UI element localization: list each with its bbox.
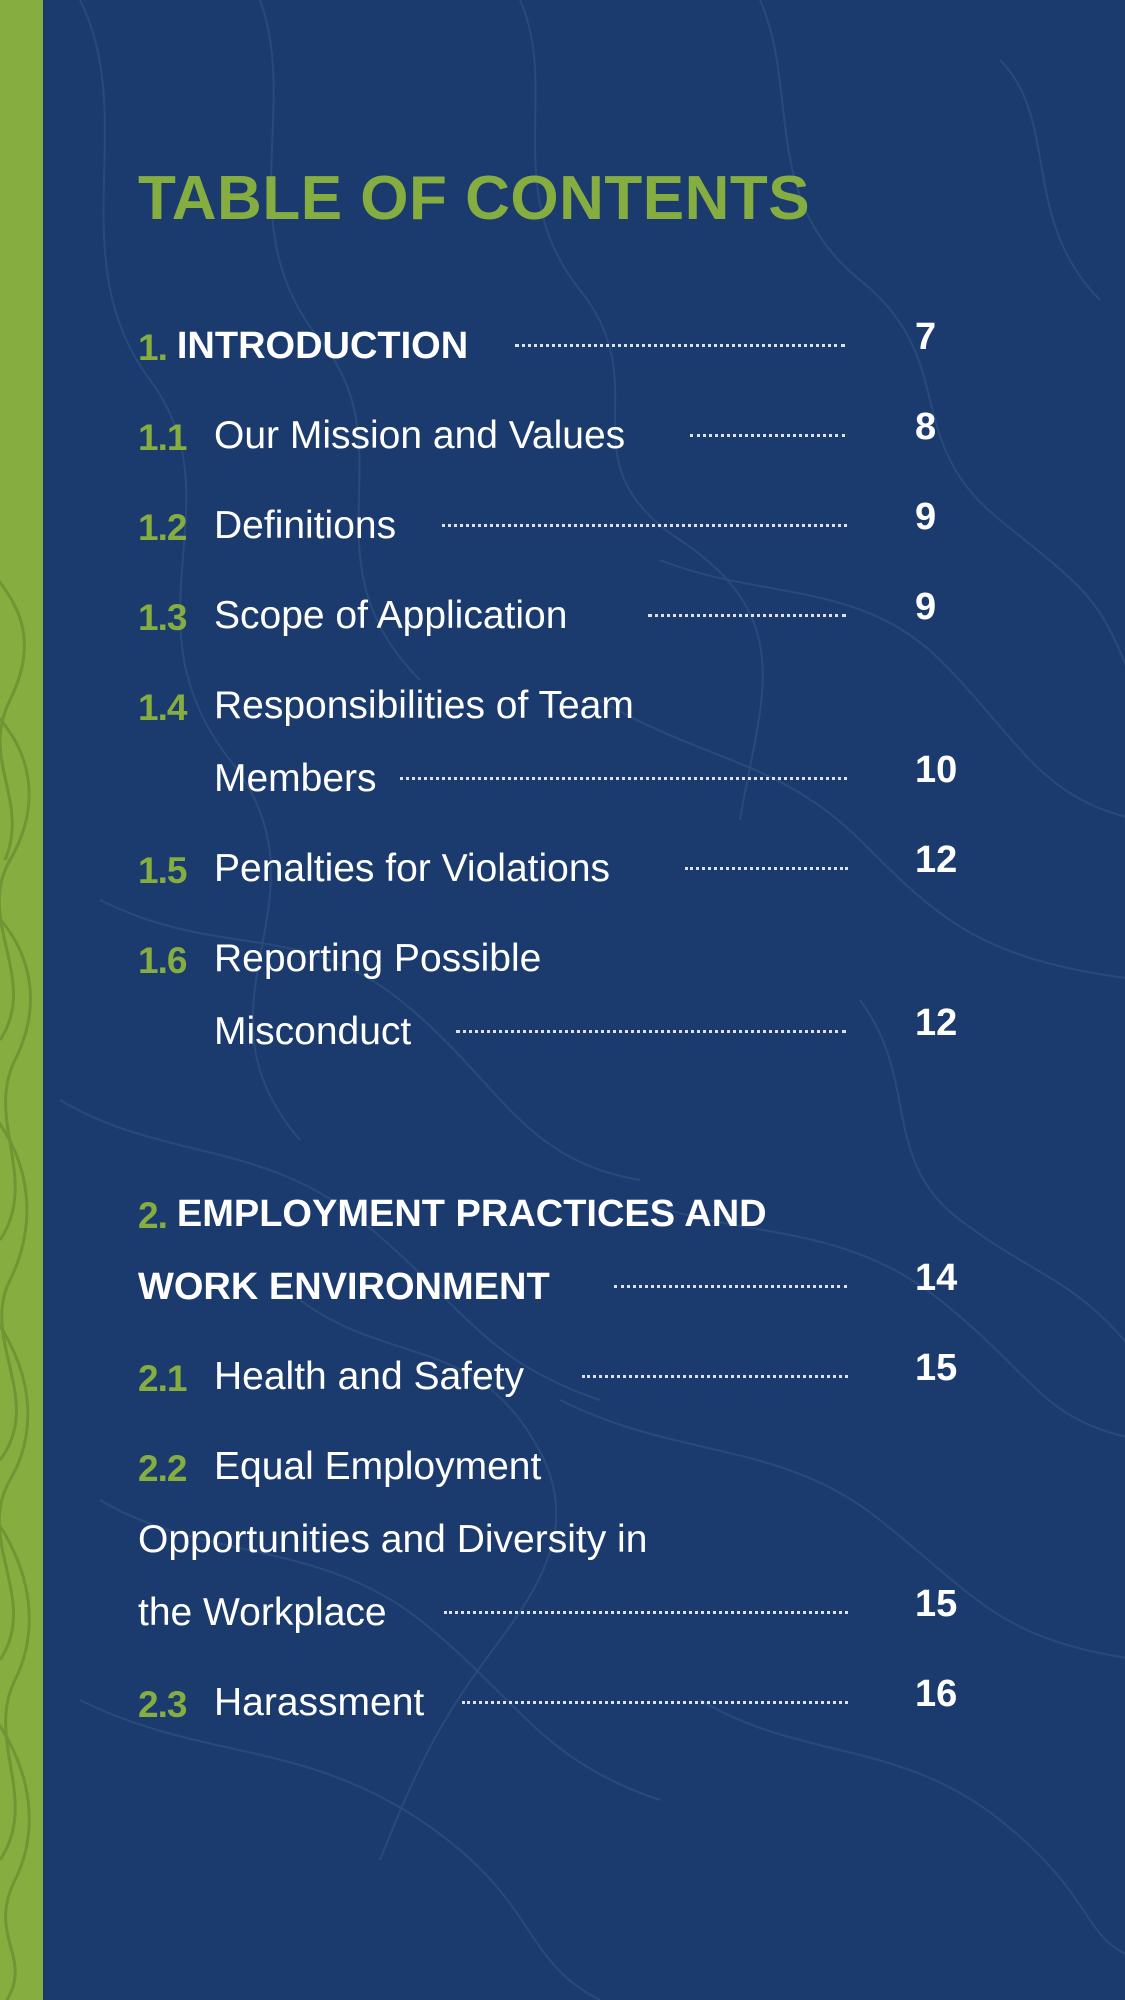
toc-item-1-6-cont[interactable]: Misconduct	[138, 996, 411, 1056]
item-title: Scope of Application	[214, 594, 568, 638]
item-number: 1.3	[138, 596, 187, 638]
page-title: TABLE OF CONTENTS	[138, 164, 811, 233]
page-number: 9	[915, 586, 937, 628]
dot-leader	[442, 520, 847, 527]
toc-item-1-3[interactable]: 1.3 Scope of Application	[138, 580, 567, 640]
page-number: 7	[915, 316, 937, 358]
page-number: 10	[915, 749, 958, 791]
item-title: Definitions	[214, 504, 397, 548]
item-number: 1.2	[138, 506, 187, 548]
toc-item-2-2-cont-1[interactable]: Opportunities and Diversity in	[138, 1504, 647, 1564]
item-number: 1.4	[138, 686, 187, 728]
item-title-cont: Opportunities and Diversity in	[138, 1518, 648, 1562]
page-number: 9	[915, 496, 937, 538]
page-number: 15	[915, 1347, 958, 1389]
dot-leader	[582, 1371, 848, 1378]
dot-leader	[444, 1607, 848, 1614]
section-number: 2.	[138, 1194, 168, 1236]
item-number: 1.1	[138, 416, 187, 458]
page-number: 14	[915, 1257, 958, 1299]
toc-section-1[interactable]: 1. INTRODUCTION	[138, 310, 468, 370]
dot-leader	[515, 340, 845, 347]
toc-item-2-3[interactable]: 2.3 Harassment	[138, 1667, 424, 1727]
page-number: 16	[915, 1673, 958, 1715]
dot-leader	[456, 1026, 846, 1033]
topographic-pattern	[59, 0, 1125, 2000]
page-number: 12	[915, 1002, 958, 1044]
page-number: 15	[915, 1583, 958, 1625]
topographic-pattern	[0, 580, 32, 2000]
dot-leader	[400, 773, 847, 780]
item-title-cont: Members	[214, 757, 377, 801]
dot-leader	[690, 430, 845, 437]
section-title-cont: WORK ENVIRONMENT	[138, 1266, 550, 1309]
toc-item-2-2[interactable]: 2.2 Equal Employment	[138, 1431, 541, 1491]
toc-item-1-4-cont[interactable]: Members	[138, 743, 377, 803]
item-title-cont: Misconduct	[214, 1010, 412, 1054]
toc-item-2-1[interactable]: 2.1 Health and Safety	[138, 1341, 524, 1401]
toc-item-1-5[interactable]: 1.5 Penalties for Violations	[138, 833, 610, 893]
toc-item-1-1[interactable]: 1.1 Our Mission and Values	[138, 400, 625, 460]
toc-page	[43, 0, 1125, 2000]
item-title: Health and Safety	[214, 1355, 525, 1399]
dot-leader	[648, 610, 846, 617]
item-title: Equal Employment	[214, 1445, 542, 1489]
item-number: 1.5	[138, 849, 187, 891]
item-title: Reporting Possible	[214, 937, 542, 981]
left-accent-bar	[0, 0, 43, 2000]
item-title: Responsibilities of Team	[214, 684, 634, 728]
item-number: 2.3	[138, 1683, 187, 1725]
item-title: Our Mission and Values	[214, 414, 626, 458]
toc-item-1-4[interactable]: 1.4 Responsibilities of Team	[138, 670, 634, 730]
item-title: Penalties for Violations	[214, 847, 611, 891]
item-title: Harassment	[214, 1681, 425, 1725]
dot-leader	[685, 863, 848, 870]
page-number: 8	[915, 406, 937, 448]
item-number: 1.6	[138, 939, 187, 981]
toc-item-1-2[interactable]: 1.2 Definitions	[138, 490, 396, 550]
toc-item-1-6[interactable]: 1.6 Reporting Possible	[138, 923, 541, 983]
item-number: 2.1	[138, 1357, 187, 1399]
item-title-cont: the Workplace	[138, 1591, 387, 1635]
page-number: 12	[915, 839, 958, 881]
section-title: EMPLOYMENT PRACTICES AND	[176, 1193, 767, 1236]
section-title: INTRODUCTION	[176, 325, 469, 368]
dot-leader	[462, 1697, 848, 1704]
toc-section-2[interactable]: 2. EMPLOYMENT PRACTICES AND	[138, 1178, 767, 1238]
section-number: 1.	[138, 326, 168, 368]
toc-section-2-cont[interactable]: WORK ENVIRONMENT	[138, 1251, 550, 1311]
dot-leader	[614, 1281, 847, 1288]
toc-item-2-2-cont-2[interactable]: the Workplace	[138, 1577, 387, 1637]
item-number: 2.2	[138, 1447, 187, 1489]
